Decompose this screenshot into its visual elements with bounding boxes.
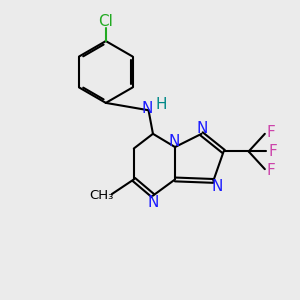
Text: H: H: [155, 98, 166, 112]
Text: N: N: [196, 121, 208, 136]
Text: F: F: [268, 144, 277, 159]
Text: F: F: [267, 125, 276, 140]
Text: F: F: [267, 163, 276, 178]
Text: N: N: [141, 101, 153, 116]
Text: N: N: [169, 134, 180, 149]
Text: N: N: [211, 179, 223, 194]
Text: N: N: [148, 195, 159, 210]
Text: CH₃: CH₃: [89, 189, 114, 202]
Text: Cl: Cl: [98, 14, 113, 29]
